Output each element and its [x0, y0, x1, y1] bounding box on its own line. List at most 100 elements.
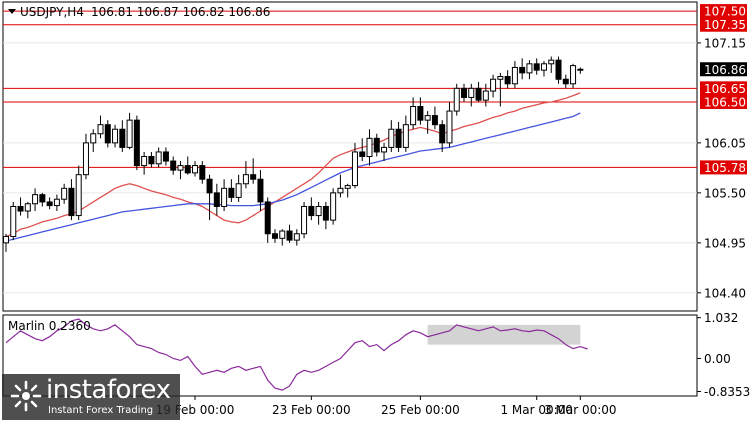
candle	[242, 161, 249, 189]
watermark: instaforex Instant Forex Trading	[2, 374, 180, 420]
candle	[540, 61, 547, 77]
candle	[293, 229, 300, 246]
candle	[555, 56, 562, 84]
candle	[351, 142, 358, 189]
candle	[337, 174, 344, 198]
candle	[490, 74, 497, 98]
ohlc-label: 106.81 106.87 106.82 106.86	[91, 5, 270, 19]
candle	[308, 197, 315, 221]
candle	[468, 83, 475, 107]
indicator-title: Marlin 0.2360	[8, 319, 91, 333]
candle	[68, 179, 75, 221]
level-label: 107.35	[704, 18, 746, 32]
candle	[511, 61, 518, 89]
candle	[548, 56, 555, 73]
x-tick-label: 3 Mar 00:00	[544, 403, 617, 417]
candle	[482, 83, 489, 107]
watermark-tagline: Instant Forex Trading	[48, 405, 154, 416]
candle	[177, 161, 184, 180]
level-label: 107.50	[704, 5, 746, 19]
candle	[90, 129, 97, 152]
header: USDJPY,H4 106.81 106.87 106.82 106.86	[8, 5, 270, 19]
candle	[250, 158, 257, 184]
candle	[562, 74, 569, 89]
level-label-box	[700, 81, 747, 96]
candle	[373, 133, 380, 157]
candle	[104, 120, 111, 148]
candle	[32, 188, 39, 212]
current-price-label: 106.86	[704, 63, 746, 77]
y-tick-label: 105.50	[704, 186, 746, 200]
y-tick-label: 106.05	[704, 136, 746, 150]
candle	[192, 161, 199, 177]
candle	[431, 106, 438, 130]
candle	[184, 156, 191, 175]
candle	[257, 170, 264, 212]
candle	[395, 121, 402, 152]
candle	[366, 129, 373, 166]
candle	[24, 201, 31, 219]
candle	[235, 174, 242, 202]
candle	[221, 179, 228, 212]
candle	[3, 233, 9, 252]
candle	[286, 224, 293, 243]
candle	[570, 63, 577, 89]
watermark-brand: instaforex	[46, 375, 171, 405]
level-label: 106.50	[704, 95, 746, 109]
candle	[10, 201, 17, 241]
x-tick-label: 1 Mar 00:00	[500, 403, 573, 417]
candle	[315, 201, 322, 225]
y-tick-label: 104.95	[704, 236, 746, 250]
candle	[439, 120, 446, 152]
candle	[322, 201, 329, 230]
candle	[381, 142, 388, 162]
candle	[519, 58, 526, 80]
candle	[112, 124, 119, 148]
candle	[497, 72, 504, 107]
candle	[344, 183, 351, 198]
current-price-box	[700, 62, 747, 77]
candle	[279, 229, 286, 246]
level-label: 105.78	[704, 161, 746, 175]
candle	[199, 161, 206, 184]
candle	[206, 174, 213, 221]
candle	[133, 115, 140, 171]
level-label-box	[700, 17, 747, 32]
candle	[61, 183, 68, 204]
candle	[213, 183, 220, 216]
candle	[475, 81, 482, 102]
candle	[119, 120, 126, 152]
candle	[271, 229, 278, 243]
candle	[82, 133, 89, 180]
indicator-tick-label: -0.8353	[704, 385, 750, 399]
candle	[75, 165, 82, 221]
candle	[162, 147, 169, 166]
candle	[97, 115, 104, 139]
level-label-box	[700, 4, 747, 19]
symbol-label: USDJPY,H4	[20, 5, 84, 19]
marlin-highlight-zone	[427, 324, 581, 345]
candle	[301, 201, 308, 239]
candle	[504, 70, 511, 89]
level-label: 106.65	[704, 82, 746, 96]
candle	[46, 197, 53, 210]
x-tick-label: 25 Feb 00:00	[381, 403, 460, 417]
candle	[228, 179, 235, 202]
y-tick-label: 107.15	[704, 36, 746, 50]
candle	[453, 83, 460, 116]
indicator-tick-label: 0.00	[704, 352, 731, 366]
dropdown-arrow-icon[interactable]	[8, 9, 16, 14]
x-tick-label: 23 Feb 00:00	[272, 403, 351, 417]
candle	[388, 120, 395, 152]
candle	[424, 111, 431, 134]
candle	[461, 83, 468, 102]
candle	[264, 197, 271, 243]
marlin-line	[5, 318, 588, 391]
instaforex-logo-icon	[10, 380, 42, 412]
moving-average-line	[5, 92, 581, 238]
level-label-box	[700, 160, 747, 175]
indicator-tick-label: 1.032	[704, 311, 738, 325]
moving-average-line	[5, 112, 581, 242]
y-tick-label: 104.40	[704, 286, 746, 300]
